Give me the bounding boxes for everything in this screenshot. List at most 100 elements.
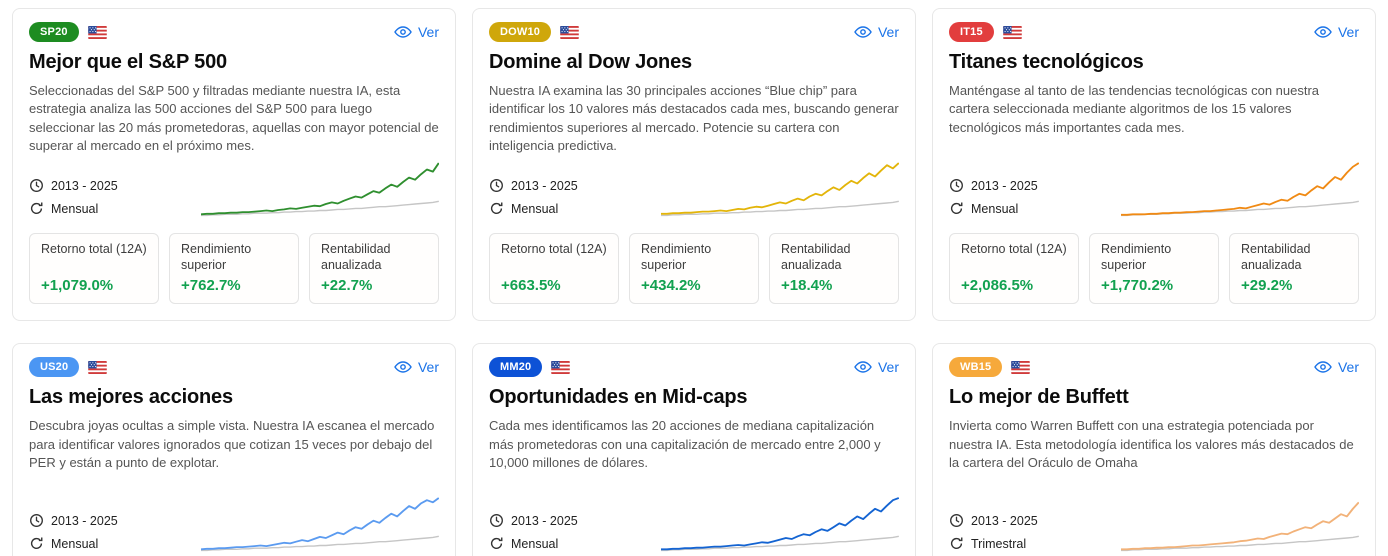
strategy-badge: MM20 <box>489 357 543 378</box>
stat-value: +663.5% <box>501 277 561 295</box>
stat-value: +1,770.2% <box>1101 277 1174 295</box>
ver-link[interactable]: Ver <box>1314 24 1359 40</box>
meta-row: 2013 - 2025 Mensual <box>949 158 1359 220</box>
clock-icon <box>30 514 43 528</box>
badge-group: DOW10 <box>489 22 579 42</box>
eye-icon <box>394 361 412 373</box>
performance-sparkline <box>201 497 439 552</box>
period-text: 2013 - 2025 <box>511 178 578 193</box>
strategy-badge: IT15 <box>949 22 994 42</box>
us-flag-icon <box>87 25 107 39</box>
ver-label: Ver <box>417 359 439 376</box>
card-header: MM20 <box>489 357 899 378</box>
stat-value: +22.7% <box>321 277 373 295</box>
strategy-card[interactable]: US20 <box>12 343 456 556</box>
stat-value: +29.2% <box>1241 277 1293 295</box>
clock-icon <box>950 179 963 192</box>
stats-row: Retorno total (12A) +1,079.0% Rendimient… <box>29 233 439 305</box>
period-row: 2013 - 2025 <box>29 513 201 528</box>
strategy-badge: SP20 <box>29 22 79 42</box>
strategy-card[interactable]: DOW10 <box>472 8 916 322</box>
performance-sparkline <box>661 497 899 552</box>
strategy-card[interactable]: SP20 <box>12 8 456 322</box>
card-title: Mejor que el S&P 500 <box>29 51 227 73</box>
strategy-card[interactable]: MM20 <box>472 343 916 556</box>
period-row: 2013 - 2025 <box>949 513 1121 528</box>
frequency-row: Mensual <box>489 201 661 216</box>
period-row: 2013 - 2025 <box>489 178 661 193</box>
meta-column: 2013 - 2025 Mensual <box>489 513 661 555</box>
sparkline-wrap <box>661 158 899 220</box>
card-title: Lo mejor de Buffett <box>949 386 1129 409</box>
stat-label: Rendimiento superior <box>1101 242 1172 272</box>
us-flag-icon <box>1011 360 1031 374</box>
performance-sparkline <box>1121 162 1359 217</box>
stat-label: Rendimiento superior <box>641 242 712 272</box>
ver-link[interactable]: Ver <box>854 359 899 375</box>
card-header: IT15 <box>949 22 1359 42</box>
stat-annualized-return: Rentabilidad anualizada +18.4% <box>769 233 899 305</box>
ver-label: Ver <box>1337 24 1359 40</box>
strategy-card[interactable]: IT15 <box>932 8 1376 322</box>
stat-label: Retorno total (12A) <box>501 242 607 256</box>
refresh-icon <box>490 202 503 215</box>
stat-label: Rentabilidad anualizada <box>1241 242 1311 272</box>
ver-label: Ver <box>877 24 899 40</box>
ver-link[interactable]: Ver <box>854 24 899 40</box>
strategy-badge: DOW10 <box>489 22 552 42</box>
frequency-text: Mensual <box>511 536 559 551</box>
performance-sparkline <box>661 162 899 217</box>
meta-row: 2013 - 2025 Mensual <box>489 493 899 555</box>
stat-outperformance: Rendimiento superior +762.7% <box>169 233 299 305</box>
performance-sparkline <box>1121 501 1359 552</box>
stat-label: Retorno total (12A) <box>41 242 147 256</box>
clock-icon <box>490 514 503 528</box>
stat-label: Rentabilidad anualizada <box>321 242 391 272</box>
meta-row: 2013 - 2025 Trimestral <box>949 493 1359 555</box>
us-flag-icon <box>560 25 579 39</box>
stat-value: +18.4% <box>781 277 833 295</box>
sparkline-wrap <box>661 493 899 555</box>
card-description: Nuestra IA examina las 30 principales ac… <box>489 83 899 154</box>
stat-value: +762.7% <box>181 277 241 295</box>
meta-column: 2013 - 2025 Mensual <box>489 178 661 220</box>
frequency-text: Mensual <box>511 201 559 216</box>
stat-outperformance: Rendimiento superior +434.2% <box>629 233 759 305</box>
sparkline-wrap <box>201 493 439 555</box>
clock-icon <box>30 179 43 192</box>
ver-link[interactable]: Ver <box>1314 359 1359 375</box>
card-description: Seleccionadas del S&P 500 y filtradas me… <box>29 83 439 154</box>
stat-label: Retorno total (12A) <box>961 242 1067 256</box>
refresh-icon <box>950 202 963 215</box>
eye-icon <box>1314 361 1332 373</box>
stat-value: +2,086.5% <box>961 277 1034 295</box>
badge-group: MM20 <box>489 357 571 378</box>
meta-row: 2013 - 2025 Mensual <box>29 493 439 555</box>
card-header: WB15 <box>949 357 1359 378</box>
meta-column: 2013 - 2025 Trimestral <box>949 513 1121 555</box>
stat-total-return: Retorno total (12A) +1,079.0% <box>29 233 159 305</box>
meta-row: 2013 - 2025 Mensual <box>489 158 899 220</box>
badge-group: WB15 <box>949 357 1031 378</box>
clock-icon <box>490 179 503 192</box>
card-header: DOW10 <box>489 22 899 42</box>
meta-column: 2013 - 2025 Mensual <box>29 178 201 220</box>
card-header: US20 <box>29 357 439 378</box>
eye-icon <box>854 361 872 373</box>
period-row: 2013 - 2025 <box>29 178 201 193</box>
strategy-card[interactable]: WB15 <box>932 343 1376 556</box>
eye-icon <box>854 26 872 38</box>
frequency-row: Mensual <box>29 536 201 551</box>
ver-label: Ver <box>1337 359 1359 376</box>
meta-column: 2013 - 2025 Mensual <box>29 513 201 555</box>
ver-link[interactable]: Ver <box>394 359 439 375</box>
stats-row: Retorno total (12A) +663.5% Rendimiento … <box>489 233 899 305</box>
ver-link[interactable]: Ver <box>394 24 439 40</box>
performance-sparkline <box>201 162 439 217</box>
clock-icon <box>950 514 963 528</box>
badge-group: US20 <box>29 357 108 378</box>
meta-column: 2013 - 2025 Mensual <box>949 178 1121 220</box>
frequency-text: Trimestral <box>971 536 1027 551</box>
stat-label: Rentabilidad anualizada <box>781 242 851 272</box>
